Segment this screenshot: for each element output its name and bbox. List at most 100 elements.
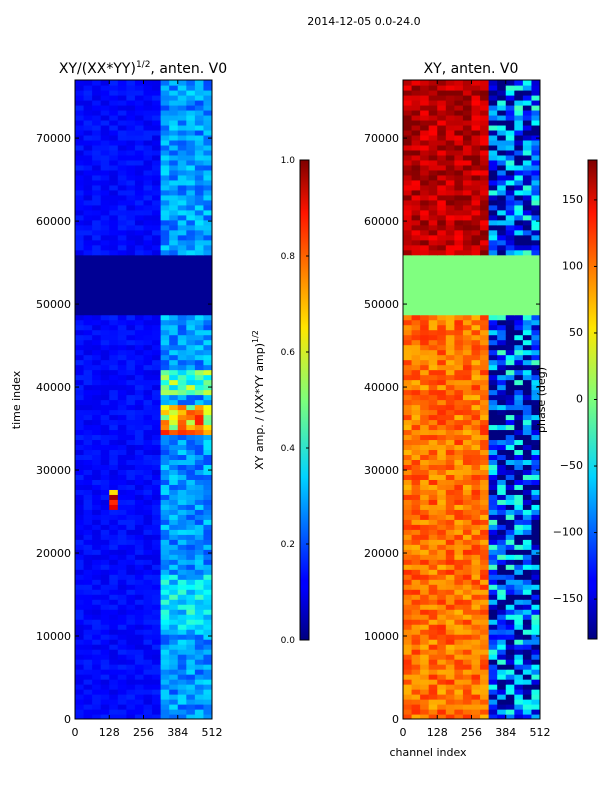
- amplitude-heatmap-cell: [194, 504, 205, 510]
- amplitude-heatmap-cell: [169, 504, 179, 510]
- amplitude-heatmap-cell: [169, 379, 179, 386]
- phase-heatmap-cell: [531, 304, 540, 311]
- amplitude-heatmap-cell: [169, 369, 179, 376]
- phase-heatmap-cell: [522, 504, 533, 510]
- amplitude-heatmap-cell: [92, 349, 102, 356]
- phase-heatmap-cell: [403, 664, 413, 670]
- phase-heatmap-cell: [480, 369, 490, 376]
- phase-heatmap-cell: [531, 324, 540, 331]
- amplitude-heatmap-cell: [143, 624, 153, 630]
- amplitude-heatmap-cell: [126, 139, 136, 146]
- phase-heatmap-cell: [403, 574, 413, 580]
- phase-heatmap-cell: [445, 364, 455, 371]
- amplitude-heatmap-cell: [117, 204, 127, 211]
- phase-heatmap-cell: [403, 274, 413, 281]
- amplitude-heatmap-cell: [134, 619, 145, 625]
- phase-heatmap-cell: [514, 164, 524, 171]
- amplitude-heatmap-cell: [177, 159, 187, 166]
- amplitude-heatmap-cell: [143, 349, 153, 356]
- phase-heatmap-cell: [505, 504, 515, 510]
- phase-heatmap-cell: [445, 319, 455, 326]
- phase-heatmap-cell: [428, 419, 438, 426]
- phase-heatmap-cell: [497, 494, 507, 500]
- phase-heatmap-cell: [445, 714, 455, 719]
- amplitude-heatmap-cell: [117, 119, 127, 126]
- amplitude-heatmap-cell: [152, 614, 162, 620]
- amplitude-heatmap-cell: [134, 194, 145, 201]
- phase-heatmap-cell: [514, 364, 524, 371]
- phase-heatmap-cell: [462, 80, 473, 86]
- phase-heatmap-cell: [531, 699, 540, 705]
- amplitude-xtick-label: 128: [99, 726, 120, 739]
- phase-heatmap-cell: [514, 94, 524, 101]
- phase-heatmap-cell: [420, 319, 430, 326]
- amplitude-heatmap-cell: [143, 694, 153, 700]
- amplitude-heatmap-cell: [203, 659, 212, 665]
- amplitude-heatmap-cell: [186, 464, 196, 470]
- amplitude-heatmap-cell: [203, 674, 212, 680]
- amplitude-heatmap-cell: [134, 359, 145, 366]
- amplitude-heatmap-cell: [83, 549, 93, 555]
- phase-heatmap-cell: [420, 619, 430, 625]
- amplitude-heatmap-cell: [117, 199, 127, 206]
- phase-heatmap-cell: [454, 84, 464, 91]
- amplitude-heatmap-cell: [134, 499, 145, 505]
- phase-heatmap-cell: [420, 524, 430, 530]
- phase-heatmap-cell: [531, 694, 540, 700]
- phase-heatmap-cell: [411, 399, 421, 406]
- amplitude-heatmap-cell: [100, 354, 110, 361]
- phase-heatmap-cell: [462, 559, 473, 565]
- amplitude-heatmap-cell: [160, 399, 170, 406]
- amplitude-heatmap-cell: [203, 159, 212, 166]
- phase-heatmap-cell: [514, 134, 524, 141]
- phase-heatmap-cell: [488, 544, 498, 550]
- amplitude-heatmap-cell: [169, 164, 179, 171]
- phase-heatmap-cell: [488, 454, 498, 461]
- amplitude-heatmap-cell: [92, 494, 102, 500]
- phase-heatmap-cell: [437, 539, 447, 545]
- amplitude-heatmap-cell: [83, 469, 93, 475]
- phase-heatmap-cell: [403, 184, 413, 191]
- phase-heatmap-cell: [480, 629, 490, 635]
- amplitude-heatmap-cell: [143, 314, 153, 321]
- phase-heatmap-cell: [445, 294, 455, 301]
- amplitude-heatmap-cell: [83, 489, 93, 495]
- amplitude-heatmap-cell: [203, 234, 212, 241]
- amplitude-heatmap-cell: [134, 699, 145, 705]
- phase-heatmap-cell: [462, 319, 473, 326]
- amplitude-heatmap-cell: [134, 649, 145, 655]
- phase-heatmap-cell: [505, 244, 515, 251]
- phase-heatmap-cell: [471, 399, 481, 406]
- phase-heatmap-cell: [437, 669, 447, 675]
- amplitude-heatmap-cell: [75, 389, 85, 396]
- phase-heatmap-cell: [522, 94, 533, 101]
- phase-heatmap-cell: [411, 544, 421, 550]
- amplitude-heatmap-cell: [169, 454, 179, 461]
- phase-heatmap-cell: [488, 194, 498, 201]
- phase-heatmap-cell: [480, 549, 490, 555]
- amplitude-heatmap-cell: [126, 474, 136, 480]
- amplitude-heatmap-cell: [83, 299, 93, 306]
- phase-heatmap-cell: [505, 489, 515, 495]
- phase-heatmap-cell: [428, 619, 438, 625]
- phase-heatmap-cell: [428, 254, 438, 261]
- phase-heatmap-cell: [445, 444, 455, 451]
- phase-heatmap-cell: [445, 589, 455, 595]
- amplitude-heatmap-cell: [194, 689, 205, 695]
- amplitude-heatmap-cell: [75, 474, 85, 480]
- amplitude-heatmap-cell: [177, 624, 187, 630]
- phase-heatmap-cell: [454, 204, 464, 211]
- amplitude-heatmap-cell: [100, 499, 110, 505]
- phase-heatmap-cell: [411, 589, 421, 595]
- amplitude-heatmap-cell: [117, 84, 127, 91]
- amplitude-heatmap-cell: [126, 394, 136, 401]
- amplitude-heatmap-cell: [143, 659, 153, 665]
- phase-heatmap-cell: [454, 214, 464, 221]
- amplitude-heatmap-cell: [100, 374, 110, 381]
- amplitude-heatmap-cell: [160, 184, 170, 191]
- phase-heatmap-cell: [522, 334, 533, 341]
- phase-heatmap-cell: [531, 704, 540, 710]
- phase-heatmap-cell: [488, 524, 498, 530]
- amplitude-heatmap-cell: [194, 654, 205, 660]
- phase-heatmap-cell: [428, 459, 438, 465]
